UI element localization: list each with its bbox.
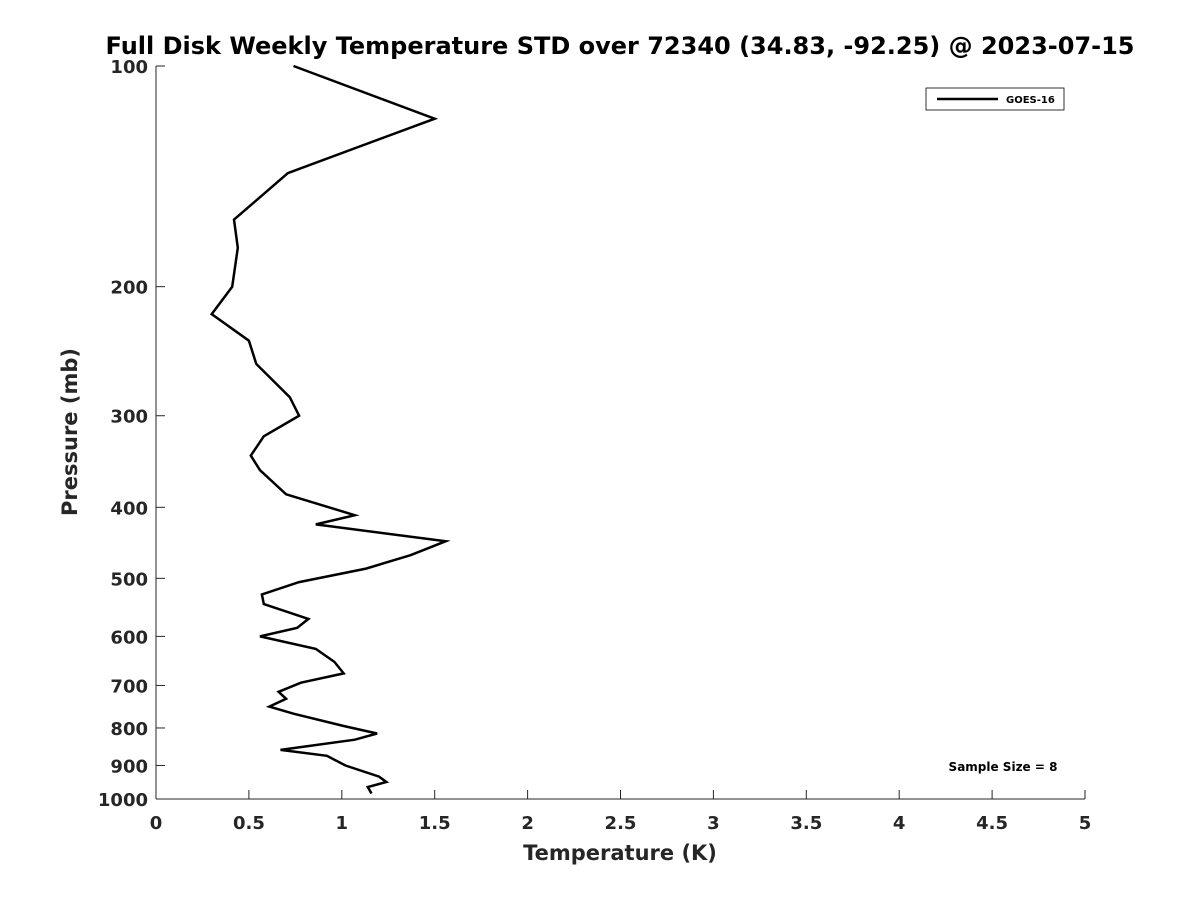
y-tick-label: 400 <box>110 498 148 519</box>
x-tick-label: 3 <box>707 813 720 834</box>
x-tick-label: 4.5 <box>976 813 1008 834</box>
legend-label-goes-16: GOES-16 <box>1006 95 1055 106</box>
x-ticks: 0 0.5 1 1.5 2 2.5 3 3.5 4 4.5 5 <box>150 790 1092 834</box>
x-tick-label: 1.5 <box>419 813 451 834</box>
y-axis-label: Pressure (mb) <box>58 348 82 516</box>
series-line-goes-16 <box>209 64 451 795</box>
x-tick-label: 2 <box>521 813 534 834</box>
y-tick-label: 900 <box>110 756 148 777</box>
x-tick-label: 0.5 <box>233 813 265 834</box>
x-axis-label: Temperature (K) <box>523 841 717 865</box>
chart-title: Full Disk Weekly Temperature STD over 72… <box>106 32 1135 60</box>
x-tick-label: 4 <box>893 813 906 834</box>
x-tick-label: 1 <box>336 813 349 834</box>
y-tick-label: 300 <box>110 407 148 428</box>
legend: GOES-16 <box>925 87 1065 111</box>
x-tick-label: 0 <box>150 813 163 834</box>
sample-size-annotation: Sample Size = 8 <box>949 760 1058 774</box>
plot-area <box>155 66 1085 800</box>
y-tick-label: 200 <box>110 278 148 299</box>
series-layer <box>209 64 451 795</box>
y-tick-label: 100 <box>110 57 148 78</box>
y-tick-label: 600 <box>110 627 148 648</box>
y-tick-label: 700 <box>110 676 148 697</box>
x-tick-label: 3.5 <box>790 813 822 834</box>
x-tick-label: 2.5 <box>605 813 637 834</box>
y-tick-label: 1000 <box>98 790 148 811</box>
y-tick-label: 800 <box>110 719 148 740</box>
x-tick-label: 5 <box>1079 813 1092 834</box>
y-ticks: 100 200 300 400 500 600 700 800 900 1000 <box>98 57 165 811</box>
y-tick-label: 500 <box>110 569 148 590</box>
